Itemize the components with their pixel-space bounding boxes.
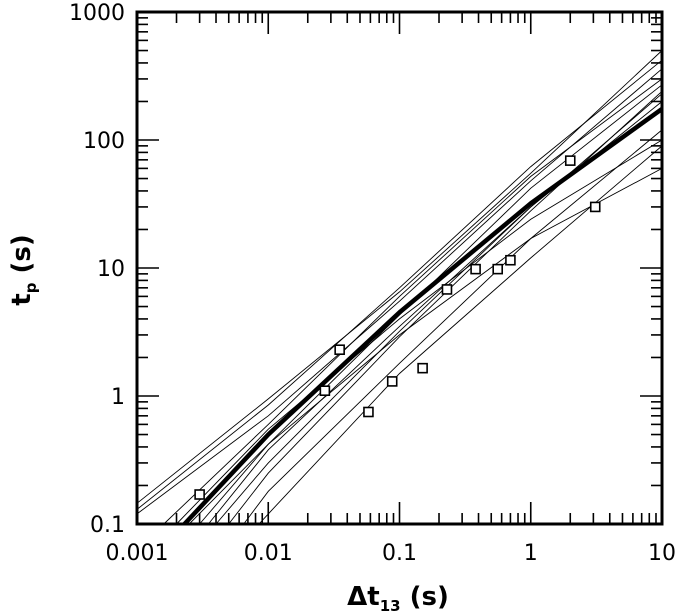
- model-curve: [163, 78, 663, 525]
- y-tick-label: 1000: [69, 1, 125, 26]
- model-curve: [215, 101, 663, 525]
- data-point: [363, 406, 374, 418]
- model-curve: [258, 145, 663, 525]
- x-tick-label: 0.001: [106, 541, 169, 566]
- y-tick-labels: 0.1 1 10 100 1000: [69, 1, 125, 538]
- x-tick-labels: 0.001 0.01 0.1 1 10: [106, 541, 676, 566]
- data-point: [505, 254, 516, 266]
- model-curve: [199, 84, 663, 525]
- x-axis-label: Δt13 (s): [347, 582, 449, 613]
- model-curve: [136, 50, 663, 504]
- curves-group: [136, 50, 664, 526]
- model-curve: [176, 139, 663, 525]
- model-curve: [243, 129, 663, 525]
- data-point: [386, 376, 398, 387]
- y-tick-label: 100: [83, 129, 125, 154]
- model-curve: [136, 59, 663, 510]
- x-tick-label: 1: [524, 541, 538, 566]
- data-point: [194, 489, 205, 500]
- data-point: [589, 201, 601, 213]
- data-point: [417, 362, 428, 374]
- x-tick-label: 10: [648, 541, 676, 566]
- ticks-group: [136, 11, 663, 525]
- y-axis-label: tp (s): [7, 234, 40, 305]
- points-group: [194, 155, 601, 500]
- model-curve: [188, 168, 663, 525]
- data-point: [319, 385, 331, 397]
- y-tick-label: 1: [111, 385, 125, 410]
- data-point: [441, 284, 453, 295]
- plot-frame: [135, 10, 664, 526]
- data-point: [492, 263, 503, 275]
- data-point: [334, 344, 345, 355]
- x-tick-label: 0.01: [244, 541, 293, 566]
- y-tick-label: 0.1: [90, 513, 125, 538]
- data-point: [470, 263, 481, 275]
- x-tick-label: 0.1: [382, 541, 417, 566]
- data-point: [564, 155, 576, 166]
- fit-curve: [182, 107, 664, 526]
- y-tick-label: 10: [97, 257, 125, 282]
